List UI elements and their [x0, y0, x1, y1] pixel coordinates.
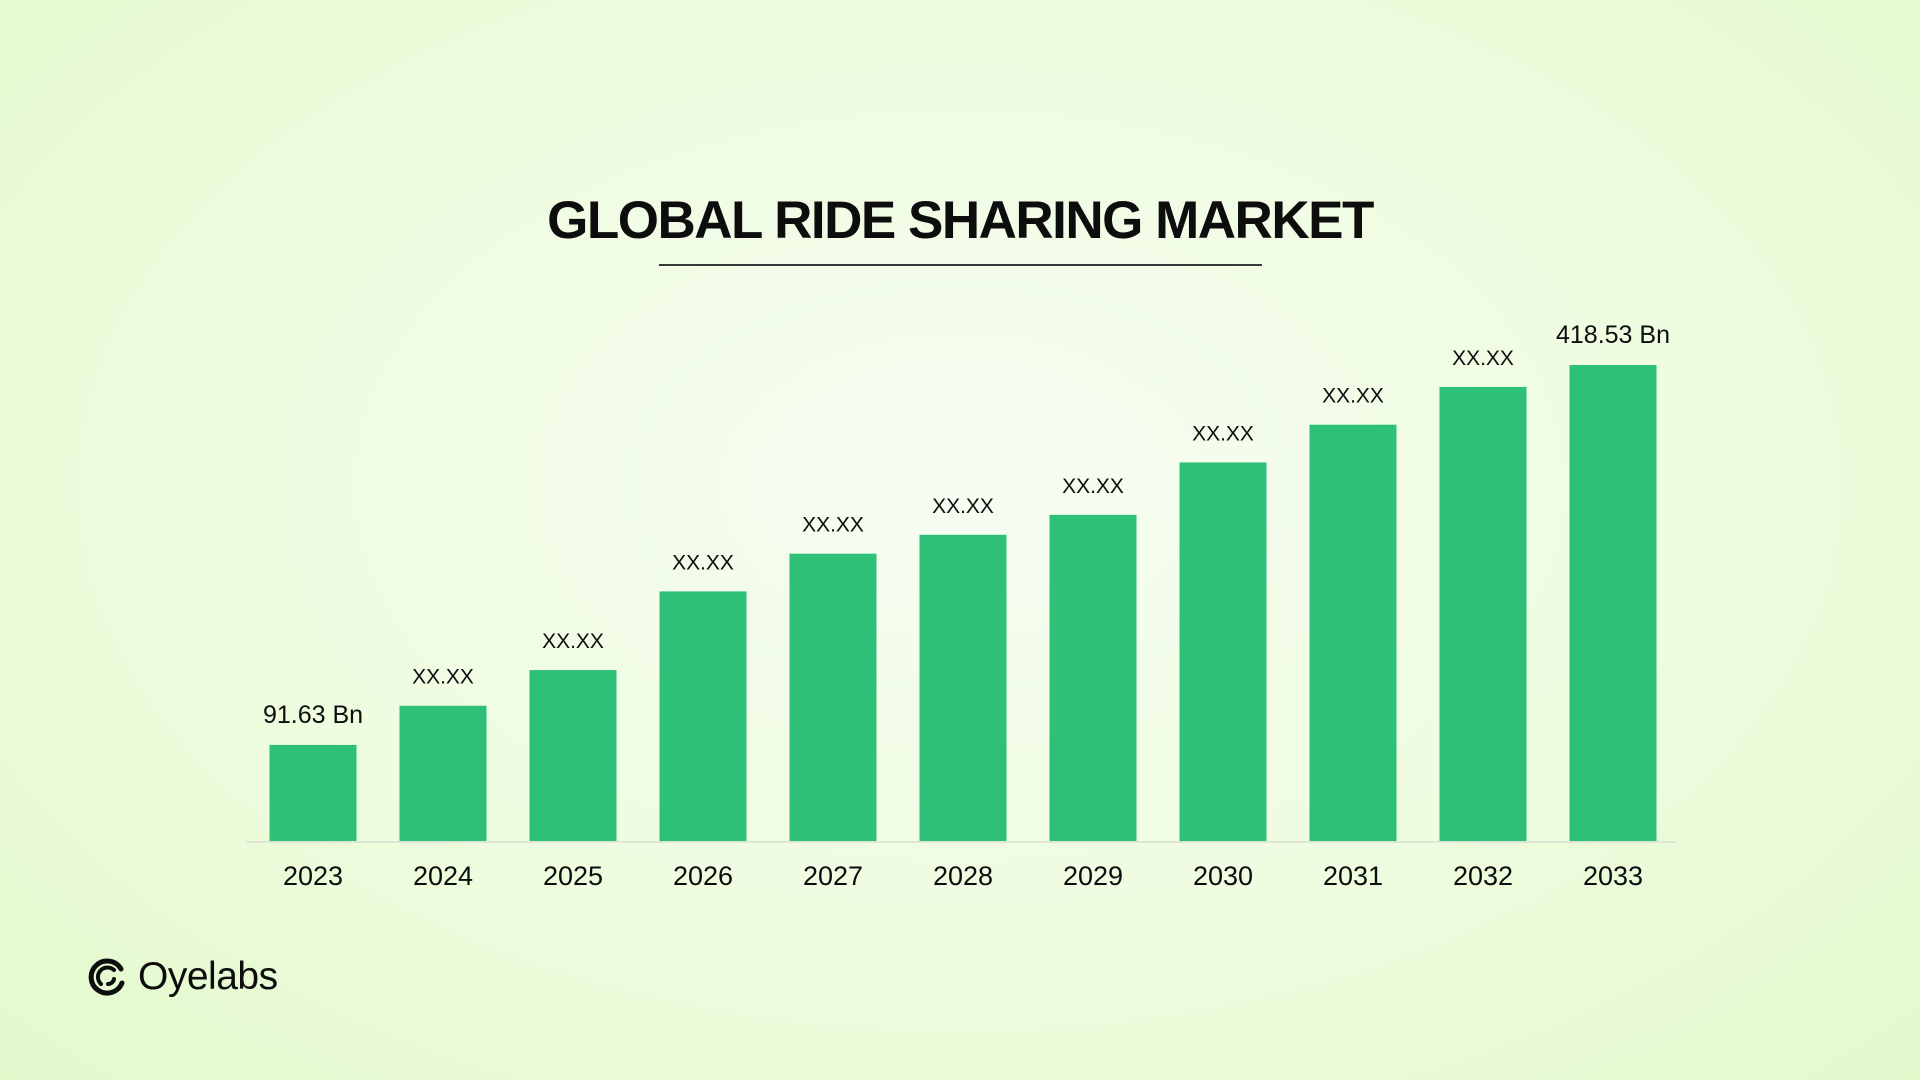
x-tick-label-2028: 2028: [933, 861, 993, 891]
x-tick-label-2025: 2025: [543, 861, 603, 891]
bar-2029: [1049, 514, 1137, 841]
bar-2025: [529, 670, 617, 841]
oyelabs-logo-icon: [88, 958, 125, 996]
x-tick-label-2031: 2031: [1323, 861, 1383, 891]
x-tick-label-2023: 2023: [283, 861, 343, 891]
bar-2026: [659, 591, 747, 841]
bar-2028: [919, 534, 1007, 841]
x-tick-label-2027: 2027: [803, 861, 863, 891]
data-label-2033: 418.53 Bn: [1556, 321, 1670, 349]
x-tick-label-2032: 2032: [1453, 861, 1513, 891]
brand-logo: Oyelabs: [88, 955, 278, 999]
data-label-2031: XX.XX: [1322, 385, 1384, 408]
x-tick-label-2026: 2026: [673, 861, 733, 891]
data-label-2025: XX.XX: [542, 630, 604, 653]
data-label-2026: XX.XX: [672, 551, 734, 574]
data-label-2024: XX.XX: [412, 666, 474, 689]
bar-2027: [789, 553, 877, 841]
bar-2023: [269, 744, 357, 841]
bar-2030: [1179, 462, 1267, 841]
bar-2033: [1569, 365, 1657, 841]
data-label-2027: XX.XX: [802, 514, 864, 537]
data-label-2030: XX.XX: [1192, 422, 1254, 445]
brand-name: Oyelabs: [138, 955, 278, 998]
data-label-2029: XX.XX: [1062, 475, 1124, 498]
x-tick-label-2033: 2033: [1583, 861, 1643, 891]
x-tick-label-2030: 2030: [1193, 861, 1253, 891]
data-label-2023: 91.63 Bn: [263, 701, 363, 729]
data-label-2028: XX.XX: [932, 495, 994, 518]
x-tick-label-2029: 2029: [1063, 861, 1123, 891]
x-tick-label-2024: 2024: [413, 861, 473, 891]
title-underline: [659, 264, 1262, 266]
bar-2031: [1309, 424, 1397, 841]
bar-2032: [1439, 386, 1527, 841]
data-label-2032: XX.XX: [1452, 347, 1514, 370]
chart-title: GLOBAL RIDE SHARING MARKET: [547, 191, 1374, 250]
bar-2024: [399, 705, 487, 841]
